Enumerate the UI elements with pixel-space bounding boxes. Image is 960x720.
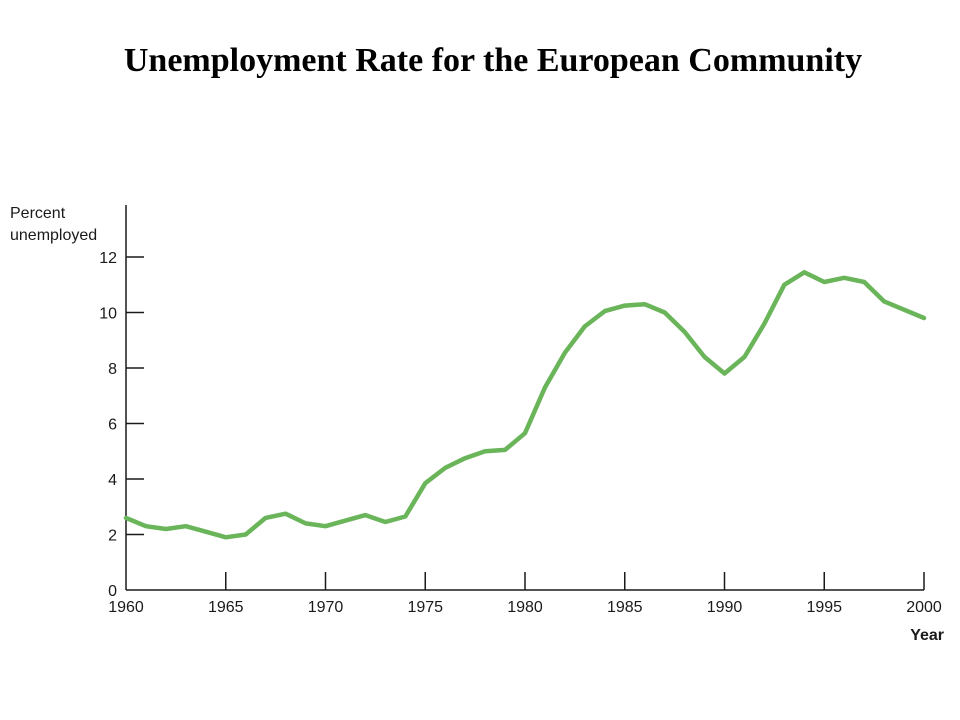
x-tick-label: 1975 — [407, 599, 443, 616]
x-tick-label: 1980 — [507, 599, 543, 616]
x-tick-label: 2000 — [906, 599, 942, 616]
x-axis-ticks: 1960 1965 1970 1975 1980 1985 1990 1995 2000 — [108, 572, 942, 616]
y-tick-label: 12 — [99, 250, 117, 267]
y-axis-ticks: 0 2 4 6 8 10 12 — [99, 250, 144, 600]
data-series — [123, 270, 927, 540]
y-tick-label: 4 — [108, 472, 117, 489]
x-tick-label: 1990 — [707, 599, 743, 616]
x-tick-label: 1965 — [208, 599, 244, 616]
x-axis-title: Year — [910, 627, 944, 644]
y-tick-label: 10 — [99, 306, 117, 323]
y-tick-label: 6 — [108, 417, 117, 434]
x-tick-label: 1970 — [308, 599, 344, 616]
y-axis-title-line-2: unemployed — [10, 227, 97, 244]
y-tick-label: 2 — [108, 528, 117, 545]
y-tick-label: 0 — [108, 583, 117, 600]
y-tick-label: 8 — [108, 361, 117, 378]
series-line — [123, 270, 927, 540]
x-tick-label: 1985 — [607, 599, 643, 616]
x-tick-label: 1960 — [108, 599, 144, 616]
y-axis-title-line-1: Percent — [10, 205, 66, 222]
page-title: Unemployment Rate for the European Commu… — [123, 42, 863, 79]
x-tick-label: 1995 — [806, 599, 842, 616]
